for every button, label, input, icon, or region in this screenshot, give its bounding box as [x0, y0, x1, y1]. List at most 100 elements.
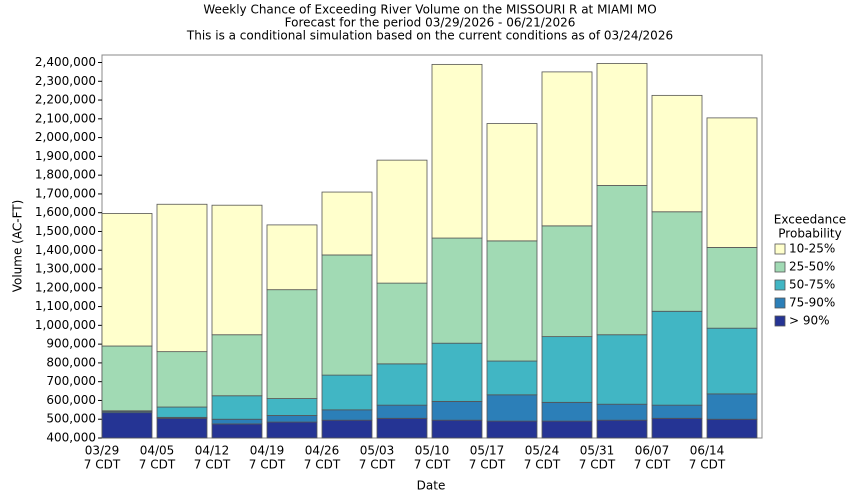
bar-segment: [156, 417, 208, 439]
bar-segment: [266, 421, 318, 439]
chart-subtitle: This is a conditional simulation based o…: [186, 29, 673, 43]
y-tick-label: 800,000: [46, 355, 96, 369]
bar-segment: [596, 403, 648, 421]
x-tick-label: 05/24: [525, 444, 560, 458]
y-tick-label: 2,000,000: [35, 130, 96, 144]
bar-segment: [596, 185, 648, 336]
bar-segment: [266, 224, 318, 291]
x-tick-sublabel: 7 CDT: [249, 458, 286, 472]
y-tick-label: 500,000: [46, 412, 96, 426]
x-tick-sublabel: 7 CDT: [524, 458, 561, 472]
x-tick-label: 05/17: [470, 444, 505, 458]
x-tick-sublabel: 7 CDT: [194, 458, 231, 472]
bar-segment: [266, 415, 318, 423]
legend-title: Probability: [778, 227, 841, 241]
bar-segment: [211, 334, 263, 397]
y-tick-label: 2,200,000: [35, 93, 96, 107]
x-tick-label: 06/07: [635, 444, 670, 458]
y-tick-label: 1,400,000: [35, 243, 96, 257]
bar-segment: [376, 159, 428, 284]
bar-segment: [706, 117, 758, 248]
bar-segment: [376, 417, 428, 439]
bar-segment: [651, 211, 703, 312]
bar-segment: [651, 417, 703, 439]
bar-segment: [156, 203, 208, 353]
x-tick-sublabel: 7 CDT: [634, 458, 671, 472]
bar-segment: [651, 404, 703, 419]
bar-segment: [321, 409, 373, 421]
y-tick-label: 1,000,000: [35, 318, 96, 332]
bar-segment: [486, 240, 538, 362]
x-tick-sublabel: 7 CDT: [139, 458, 176, 472]
y-tick-label: 1,500,000: [35, 224, 96, 238]
x-tick-sublabel: 7 CDT: [469, 458, 506, 472]
x-tick-sublabel: 7 CDT: [84, 458, 121, 472]
y-axis-label: Volume (AC-FT): [11, 200, 25, 293]
bar-segment: [596, 334, 648, 405]
y-tick-label: 1,300,000: [35, 262, 96, 276]
y-tick-label: 2,300,000: [35, 74, 96, 88]
bar-segment: [706, 393, 758, 420]
bar-segment: [431, 63, 483, 239]
bar-segment: [156, 351, 208, 408]
legend-swatch: [774, 315, 786, 327]
y-tick-label: 600,000: [46, 393, 96, 407]
bar-segment: [541, 71, 593, 227]
bar-segment: [156, 406, 208, 418]
legend-swatch: [774, 297, 786, 309]
bar-segment: [706, 327, 758, 395]
legend-swatch: [774, 261, 786, 273]
x-tick-sublabel: 7 CDT: [579, 458, 616, 472]
y-tick-label: 1,800,000: [35, 168, 96, 182]
y-tick-label: 1,600,000: [35, 205, 96, 219]
bar-segment: [651, 310, 703, 406]
x-tick-label: 06/14: [690, 444, 725, 458]
y-tick-label: 1,200,000: [35, 280, 96, 294]
bar-segment: [486, 123, 538, 242]
bar-segment: [541, 401, 593, 422]
bar-segment: [706, 418, 758, 439]
bar-segment: [376, 404, 428, 419]
bar-segment: [266, 289, 318, 399]
legend-label: 50-75%: [789, 278, 835, 292]
chart-title: Weekly Chance of Exceeding River Volume …: [203, 3, 656, 17]
bar-segment: [541, 420, 593, 439]
y-tick-label: 1,700,000: [35, 186, 96, 200]
legend-swatch: [774, 279, 786, 291]
bar-segment: [431, 419, 483, 439]
bar-segment: [486, 394, 538, 422]
bar-segment: [486, 420, 538, 439]
bar-segment: [211, 423, 263, 439]
x-tick-sublabel: 7 CDT: [689, 458, 726, 472]
legend-label: 75-90%: [789, 296, 835, 310]
bar-segment: [321, 191, 373, 256]
bar-segment: [376, 363, 428, 406]
y-tick-label: 2,100,000: [35, 111, 96, 125]
y-tick-label: 700,000: [46, 374, 96, 388]
bar-segment: [321, 374, 373, 411]
bar-segment: [541, 336, 593, 403]
bar-segment: [706, 247, 758, 329]
bar-segment: [211, 395, 263, 420]
bar-segment: [101, 345, 153, 412]
bar-segment: [596, 63, 648, 186]
y-tick-label: 1,100,000: [35, 299, 96, 313]
x-tick-label: 04/12: [195, 444, 230, 458]
x-tick-label: 03/29: [85, 444, 120, 458]
bar-segment: [376, 282, 428, 365]
bar-segment: [431, 400, 483, 421]
y-tick-label: 2,400,000: [35, 55, 96, 69]
x-tick-sublabel: 7 CDT: [304, 458, 341, 472]
x-tick-sublabel: 7 CDT: [359, 458, 396, 472]
y-tick-label: 1,900,000: [35, 149, 96, 163]
x-tick-sublabel: 7 CDT: [414, 458, 451, 472]
x-tick-label: 04/05: [140, 444, 175, 458]
bar-segment: [541, 225, 593, 338]
legend-swatch: [774, 243, 786, 255]
x-tick-label: 04/26: [305, 444, 340, 458]
bar-segment: [651, 94, 703, 213]
bar-segment: [486, 360, 538, 396]
bar-segment: [596, 419, 648, 439]
bar-segment: [431, 342, 483, 402]
bar-segment: [101, 412, 153, 439]
